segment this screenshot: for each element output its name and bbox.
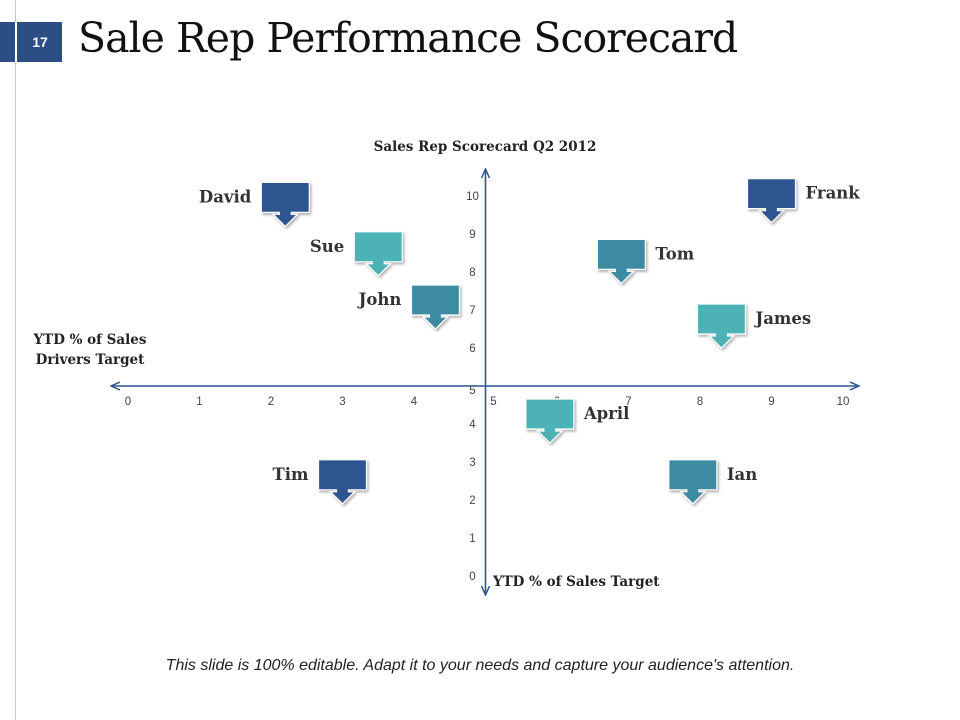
data-marker-frank [746, 178, 797, 224]
x-tick-label: 9 [768, 396, 774, 408]
data-label: Frank [806, 184, 861, 203]
data-label: James [753, 309, 811, 328]
slide-number: 17 [32, 34, 48, 50]
data-marker-tim [317, 459, 368, 505]
data-marker-tom [596, 238, 646, 285]
x-tick-label: 0 [125, 396, 131, 408]
data-label: David [199, 187, 252, 206]
slide-number-box: 17 [0, 22, 62, 62]
y-tick-label: 1 [469, 533, 475, 545]
x-tick-label: 8 [697, 396, 703, 408]
data-marker-john [410, 284, 461, 330]
y-tick-label: 3 [469, 457, 475, 469]
data-label: Sue [310, 237, 344, 256]
data-marker-april [525, 398, 575, 444]
y-tick-label: 6 [469, 343, 475, 355]
slide-footer: This slide is 100% editable. Adapt it to… [165, 657, 795, 674]
x-tick-label: 3 [339, 396, 345, 408]
data-marker-sue [353, 231, 403, 277]
y-tick-label: 0 [469, 571, 475, 583]
y-tick-label: 4 [469, 419, 476, 431]
data-label: Tom [655, 244, 694, 263]
x-tick-label: 10 [837, 396, 850, 408]
y-tick-label: 8 [469, 267, 475, 279]
y-tick-label: 5 [469, 385, 475, 397]
data-marker-ian [668, 459, 718, 505]
x-tick-label: 2 [268, 396, 274, 408]
x-axis-label: YTD % of Sales [33, 332, 147, 348]
data-label: Tim [272, 465, 309, 484]
y-tick-label: 9 [469, 229, 475, 241]
y-axis-label: YTD % of Sales Target [492, 574, 660, 590]
x-tick-label: 4 [411, 396, 418, 408]
slide-title: Sale Rep Performance Scorecard [78, 14, 738, 62]
x-tick-label: 7 [625, 396, 631, 408]
data-label: John [357, 290, 402, 309]
y-tick-label: 2 [469, 495, 475, 507]
chart-title: Sales Rep Scorecard Q2 2012 [374, 139, 597, 155]
data-label: April [583, 404, 630, 423]
data-label: Ian [727, 465, 757, 484]
left-rule [15, 0, 16, 720]
x-axis-label: Drivers Target [36, 352, 145, 368]
y-tick-label: 10 [466, 191, 479, 203]
x-tick-label: 1 [196, 396, 202, 408]
x-tick-label: 5 [490, 396, 496, 408]
y-tick-label: 7 [469, 305, 475, 317]
data-marker-james [696, 303, 747, 349]
data-marker-david [260, 181, 310, 228]
